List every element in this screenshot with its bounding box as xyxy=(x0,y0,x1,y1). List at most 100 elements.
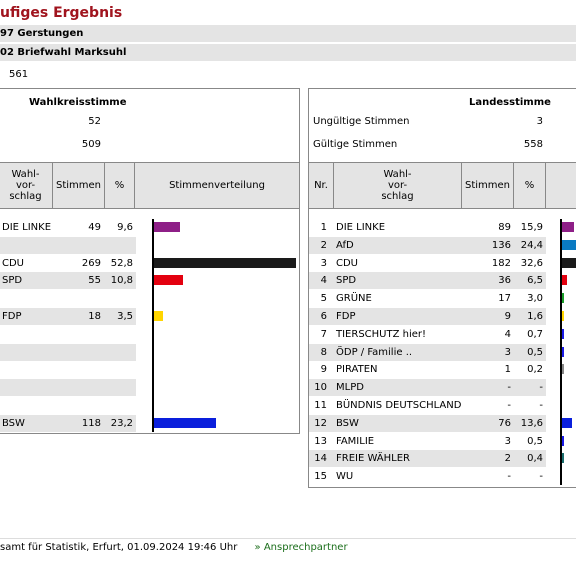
party-name xyxy=(2,290,52,307)
table-row: 15 WU - - xyxy=(309,468,546,485)
party-name: ÖDP / Familie .. xyxy=(336,347,413,358)
pct-value xyxy=(103,361,133,378)
table-header: Nr. Wahl- vor- schlag Stimmen % xyxy=(309,162,576,209)
pct-value: 10,8 xyxy=(110,275,133,286)
votes-value: 55 xyxy=(88,275,101,286)
table-row: 6 FDP 9 1,6 xyxy=(309,308,546,325)
party-name: FAMILIE xyxy=(336,436,375,447)
pct-value: 1,6 xyxy=(527,311,543,322)
party-name: FDP xyxy=(336,311,356,322)
votes-value: 136 xyxy=(491,240,511,251)
landesstimme-panel: Landesstimme Ungültige Stimmen 3 Gültige… xyxy=(308,88,576,488)
table-row: BSW 118 23,2 xyxy=(0,415,136,432)
votes-value: 118 xyxy=(81,418,101,429)
pct-value: 9,6 xyxy=(117,222,133,233)
nr-value: 12 xyxy=(314,418,327,429)
table-row: 4 SPD 36 6,5 xyxy=(309,272,546,289)
votes-value: 9 xyxy=(504,311,511,322)
party-name: FREIE WÄHLER xyxy=(336,453,411,464)
votes-value xyxy=(55,344,101,361)
table-row xyxy=(0,361,136,378)
vote-bar xyxy=(562,364,564,374)
pct-value: 13,6 xyxy=(520,418,543,429)
pct-value: 32,6 xyxy=(520,258,543,269)
pct-value: 6,5 xyxy=(527,275,543,286)
pct-value xyxy=(103,344,133,361)
table-row: 8 ÖDP / Familie .. 3 0,5 xyxy=(309,344,546,361)
party-name xyxy=(2,397,52,414)
nr-value: 3 xyxy=(320,258,327,269)
valid-votes-label: Gültige Stimmen xyxy=(313,139,398,150)
col-pct: % xyxy=(514,163,546,208)
votes-value: 89 xyxy=(498,222,511,233)
pct-value: 3,0 xyxy=(527,293,543,304)
vote-bar xyxy=(562,275,567,285)
nr-value: 8 xyxy=(320,347,327,358)
party-name: WU xyxy=(336,471,354,482)
party-name: DIE LINKE xyxy=(2,222,52,233)
table-row xyxy=(0,397,136,414)
invalid-votes-label: Ungültige Stimmen xyxy=(313,116,410,127)
votes-value: 1 xyxy=(504,364,511,375)
contact-link[interactable]: » Ansprechpartner xyxy=(254,542,348,553)
vote-bar xyxy=(154,258,296,268)
precinct-label: 02 Briefwahl Marksuhl xyxy=(0,47,127,58)
vote-bar xyxy=(154,275,183,285)
district-label: 97 Gerstungen xyxy=(0,28,84,39)
source-text: samt für Statistik, Erfurt, 01.09.2024 1… xyxy=(0,542,238,553)
col-pct: % xyxy=(105,163,135,208)
nr-value: 2 xyxy=(320,240,327,251)
party-name: BÜNDNIS DEUTSCHLAND xyxy=(336,400,462,411)
pct-value: 3,5 xyxy=(117,311,133,322)
party-name: BSW xyxy=(2,418,25,429)
vote-bar xyxy=(562,222,574,232)
pct-value: - xyxy=(539,400,543,411)
votes-value xyxy=(55,290,101,307)
invalid-votes-value: 52 xyxy=(88,116,101,127)
party-name: MLPD xyxy=(336,382,364,393)
votes-value: - xyxy=(507,471,511,482)
bar-axis-line xyxy=(560,219,562,485)
table-row: DIE LINKE 49 9,6 xyxy=(0,219,136,236)
nr-value: 15 xyxy=(314,471,327,482)
votes-value xyxy=(55,326,101,343)
votes-value: 2 xyxy=(504,453,511,464)
vote-bar xyxy=(562,436,564,446)
vote-bar xyxy=(562,258,576,268)
table-row xyxy=(0,290,136,307)
nr-value: 6 xyxy=(320,311,327,322)
vote-bar xyxy=(562,329,564,339)
party-name: TIERSCHUTZ hier! xyxy=(336,329,427,340)
valid-votes-value: 558 xyxy=(523,139,543,150)
col-party: Wahl- vor- schlag xyxy=(0,163,53,208)
page-title: ufiges Ergebnis xyxy=(0,5,123,21)
party-name: AfD xyxy=(336,240,354,251)
nr-value: 5 xyxy=(320,293,327,304)
col-votes: Stimmen xyxy=(53,163,105,208)
vote-bar xyxy=(562,293,564,303)
pct-value xyxy=(103,290,133,307)
footer-divider xyxy=(0,538,576,539)
votes-value: 4 xyxy=(504,329,511,340)
district-row: 97 Gerstungen xyxy=(0,25,576,42)
votes-value: 17 xyxy=(498,293,511,304)
pct-value: 24,4 xyxy=(520,240,543,251)
pct-value: 0,5 xyxy=(527,347,543,358)
nr-value: 11 xyxy=(314,400,327,411)
votes-value xyxy=(55,361,101,378)
party-name: SPD xyxy=(336,275,357,286)
vote-bar xyxy=(154,418,216,428)
panel-heading: Wahlkreisstimme xyxy=(29,97,127,108)
table-row: CDU 269 52,8 xyxy=(0,255,136,272)
pct-value: 0,7 xyxy=(527,329,543,340)
nr-value: 9 xyxy=(320,364,327,375)
vote-bar xyxy=(562,418,572,428)
pct-value xyxy=(103,237,133,254)
votes-value: 76 xyxy=(498,418,511,429)
votes-value: 3 xyxy=(504,347,511,358)
party-name: FDP xyxy=(2,311,22,322)
table-row: 2 AfD 136 24,4 xyxy=(309,237,546,254)
pct-value xyxy=(103,326,133,343)
table-row: 7 TIERSCHUTZ hier! 4 0,7 xyxy=(309,326,546,343)
vote-bar xyxy=(562,453,564,463)
